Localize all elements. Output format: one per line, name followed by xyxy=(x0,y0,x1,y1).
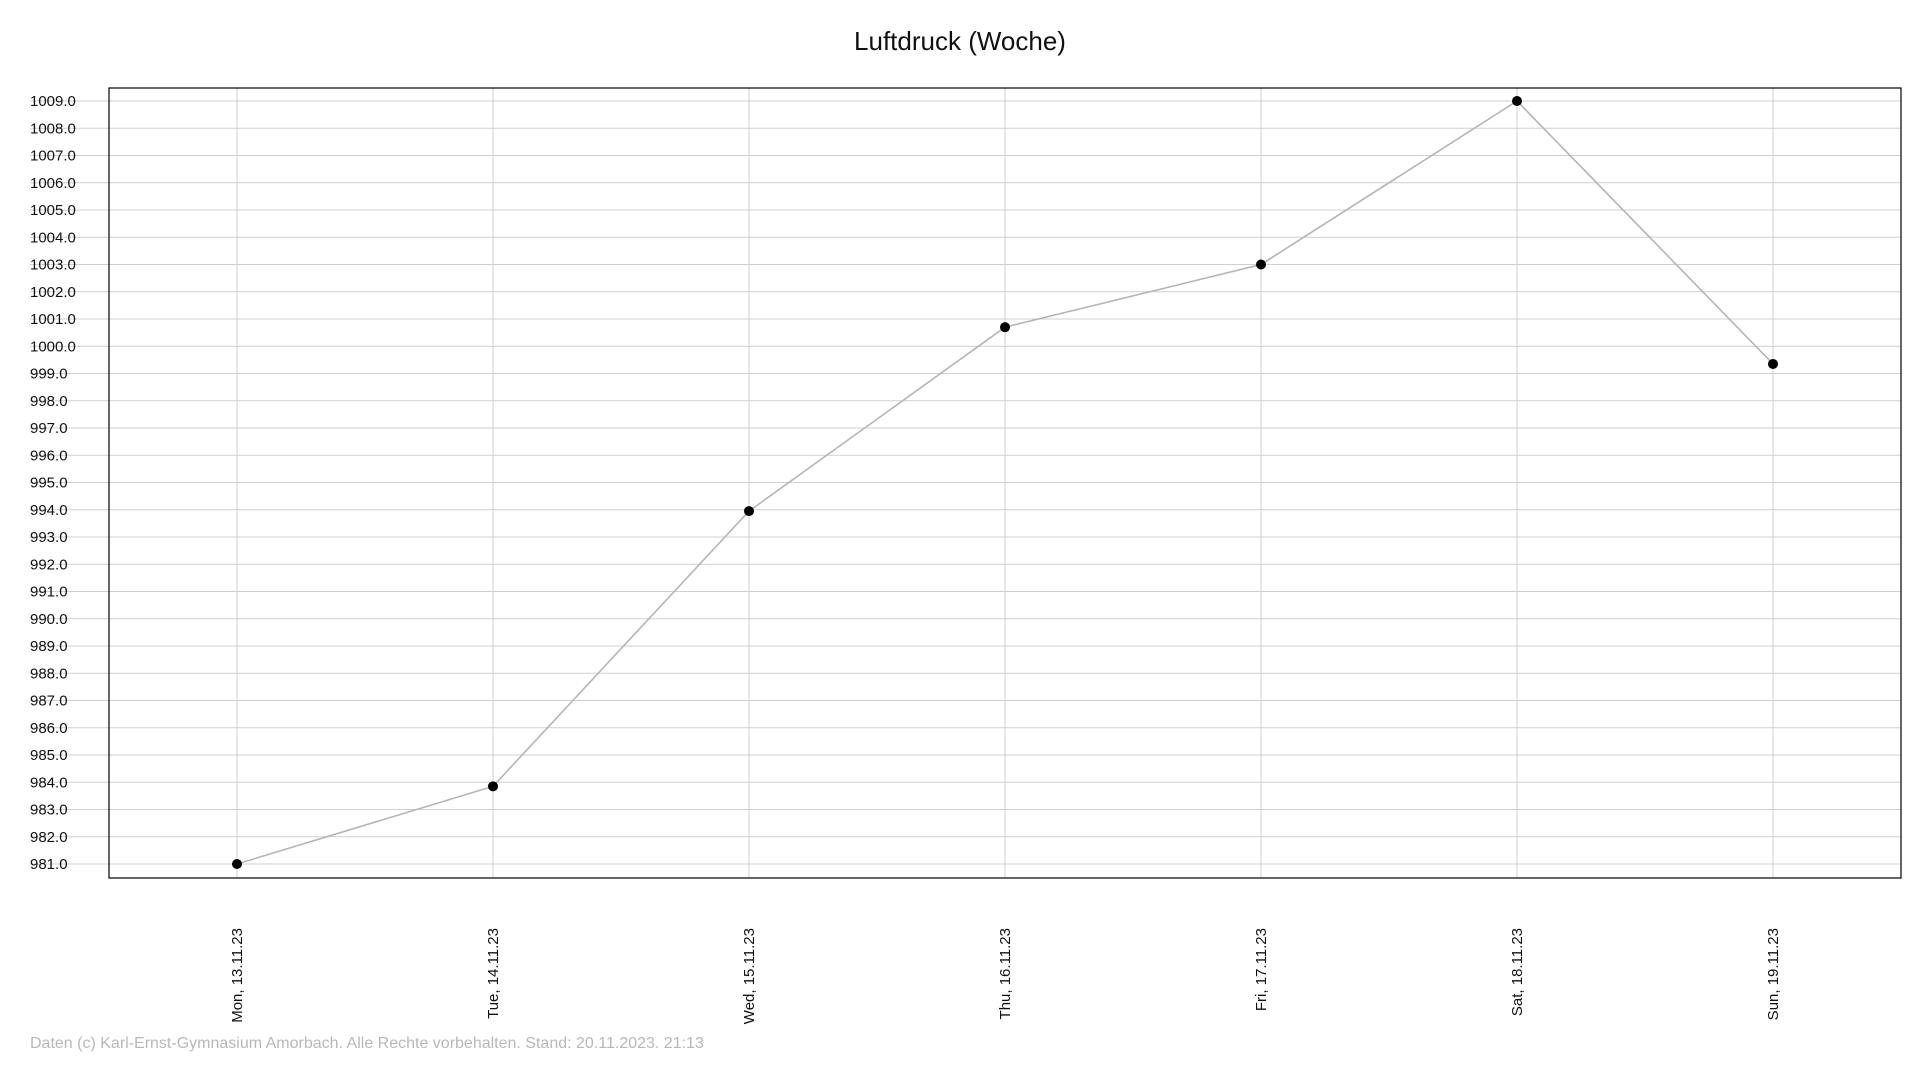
y-tick-label: 995.0 xyxy=(30,475,68,492)
y-tick-label: 987.0 xyxy=(30,693,68,710)
grid-lines xyxy=(30,88,1901,878)
y-tick-label: 1001.0 xyxy=(30,311,76,328)
y-tick-label: 986.0 xyxy=(30,720,68,737)
plot-frame xyxy=(108,87,1902,879)
data-point xyxy=(1256,259,1266,270)
y-tick-label: 981.0 xyxy=(30,856,68,873)
y-tick-label: 982.0 xyxy=(30,829,68,846)
y-tick-label: 998.0 xyxy=(30,393,68,410)
x-tick-label: Fri, 17.11.23 xyxy=(1253,928,1270,1011)
x-tick-label: Wed, 15.11.23 xyxy=(741,928,758,1024)
y-tick-label: 985.0 xyxy=(30,747,68,764)
y-tick-label: 993.0 xyxy=(30,529,68,546)
data-point xyxy=(232,859,242,869)
x-tick-label: Thu, 16.11.23 xyxy=(997,928,1014,1019)
copyright-footer: Daten (c) Karl-Ernst-Gymnasium Amorbach.… xyxy=(30,1035,704,1052)
y-tick-label: 1000.0 xyxy=(30,338,76,355)
y-tick-label: 990.0 xyxy=(30,611,68,628)
data-point xyxy=(488,781,498,792)
y-tick-label: 1008.0 xyxy=(30,120,76,137)
x-axis-ticks: Mon, 13.11.23 Tue, 14.11.23 Wed, 15.11.23 T… xyxy=(229,928,1782,1024)
y-tick-label: 991.0 xyxy=(30,584,68,601)
y-tick-label: 997.0 xyxy=(30,420,68,437)
y-tick-label: 992.0 xyxy=(30,556,68,573)
y-tick-label: 1002.0 xyxy=(30,284,76,301)
y-tick-label: 989.0 xyxy=(30,638,68,655)
y-tick-label: 994.0 xyxy=(30,502,68,519)
y-tick-label: 984.0 xyxy=(30,774,68,791)
x-tick-label: Sat, 18.11.23 xyxy=(1509,928,1526,1016)
y-tick-label: 1004.0 xyxy=(30,229,76,246)
y-tick-label: 999.0 xyxy=(30,366,68,383)
x-tick-label: Mon, 13.11.23 xyxy=(229,928,246,1023)
y-tick-label: 1009.0 xyxy=(30,93,76,110)
data-point xyxy=(1000,322,1010,333)
x-tick-label: Tue, 14.11.23 xyxy=(485,928,502,1019)
y-tick-label: 983.0 xyxy=(30,802,68,819)
y-tick-label: 1005.0 xyxy=(30,202,76,219)
y-tick-label: 996.0 xyxy=(30,447,68,464)
data-point xyxy=(744,506,754,517)
y-axis-ticks: 981.0 982.0 983.0 984.0 985.0 986.0 987.0 988.0… xyxy=(30,93,76,873)
series-layer xyxy=(232,96,1778,869)
y-tick-label: 988.0 xyxy=(30,665,68,682)
chart-title: Luftdruck (Woche) xyxy=(854,26,1066,56)
x-tick-label: Sun, 19.11.23 xyxy=(1765,928,1782,1020)
y-tick-label: 1006.0 xyxy=(30,175,76,192)
data-point xyxy=(1512,96,1522,106)
y-tick-label: 1003.0 xyxy=(30,257,76,274)
y-tick-label: 1007.0 xyxy=(30,148,76,165)
data-point xyxy=(1768,358,1778,369)
